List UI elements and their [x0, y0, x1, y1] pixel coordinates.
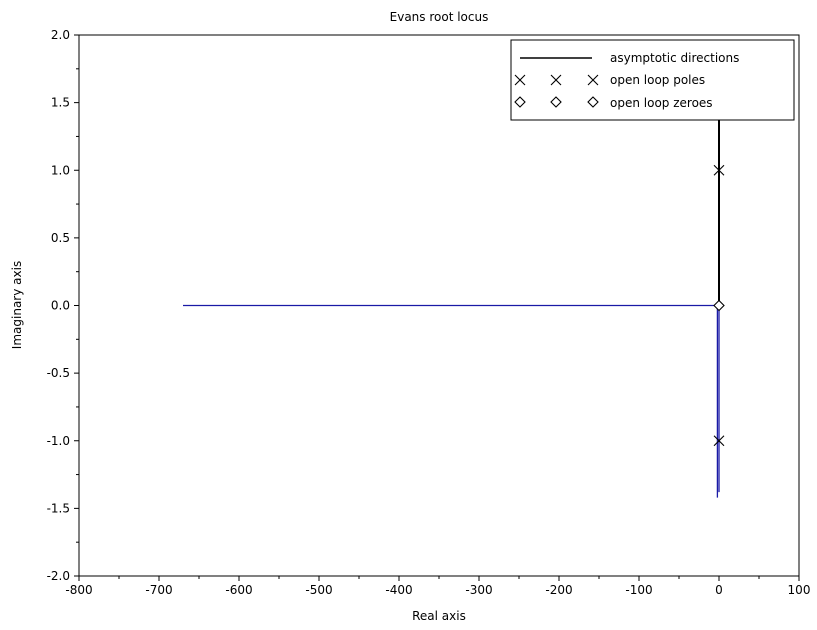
x-tick-label: -400: [385, 583, 412, 597]
y-tick-label: -0.5: [47, 366, 70, 380]
legend-x-marker: [550, 74, 562, 86]
x-tick-label: -100: [625, 583, 652, 597]
pole-marker: [713, 435, 725, 447]
legend-diamond-marker: [550, 96, 562, 108]
plot-area: [183, 109, 725, 498]
zero-marker: [713, 299, 725, 312]
legend-label-zeroes: open loop zeroes: [610, 96, 713, 110]
y-tick-label: 1.0: [51, 163, 70, 177]
y-tick-label: -1.5: [47, 501, 70, 515]
x-tick-label: 100: [788, 583, 811, 597]
pole-marker: [713, 164, 725, 176]
legend-x-marker: [587, 74, 599, 86]
y-tick-label: 1.5: [51, 96, 70, 110]
legend-diamond-marker: [514, 96, 526, 108]
x-axis-label: Real axis: [412, 609, 466, 623]
y-tick-label: -2.0: [47, 569, 70, 583]
legend: asymptotic directions open loop poles op…: [510, 39, 795, 121]
x-tick-label: -200: [545, 583, 572, 597]
legend-x-marker: [514, 74, 526, 86]
x-tick-label: 0: [715, 583, 723, 597]
axis-ticks: -800 -700 -600 -500 -400 -300 -200 -100 0 100 -2.0…: [47, 28, 811, 597]
legend-label-asymptotes: asymptotic directions: [610, 51, 739, 65]
legend-label-poles: open loop poles: [610, 73, 705, 87]
y-tick-label: 0.0: [51, 299, 70, 313]
x-tick-label: -500: [305, 583, 332, 597]
y-tick-label: 2.0: [51, 28, 70, 42]
x-tick-label: -300: [465, 583, 492, 597]
y-tick-label: 0.5: [51, 231, 70, 245]
legend-pole-markers: [514, 74, 599, 86]
x-tick-label: -800: [65, 583, 92, 597]
legend-zero-markers: [514, 96, 599, 108]
legend-diamond-marker: [587, 96, 599, 108]
y-tick-label: -1.0: [47, 434, 70, 448]
y-axis-label: Imaginary axis: [10, 261, 24, 349]
x-tick-label: -600: [225, 583, 252, 597]
legend-box: [510, 39, 795, 121]
x-tick-label: -700: [145, 583, 172, 597]
chart-title: Evans root locus: [390, 10, 489, 24]
